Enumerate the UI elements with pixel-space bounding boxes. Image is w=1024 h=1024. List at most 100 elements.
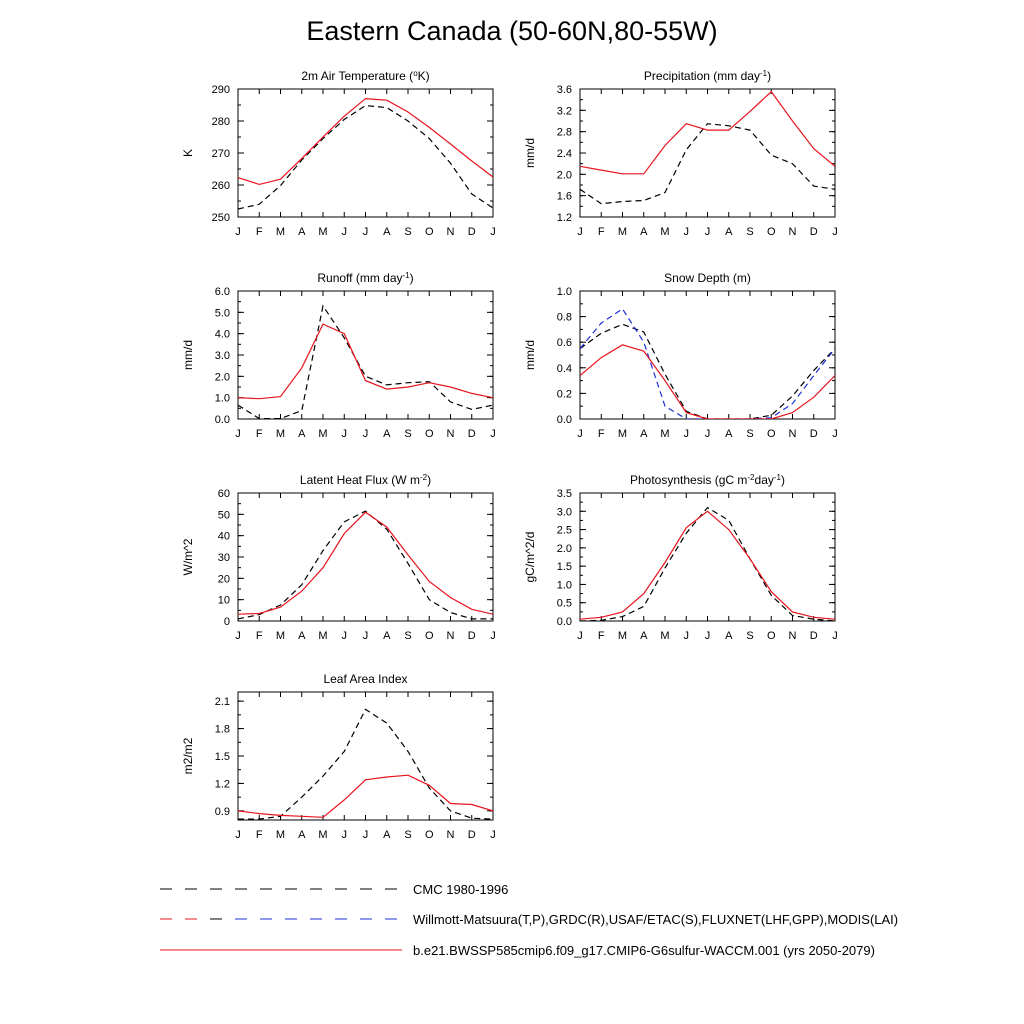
x-tick-label: J [363, 226, 369, 238]
x-tick-label: A [298, 829, 306, 841]
panel-title: Runoff (mm day-1) [317, 271, 413, 286]
x-tick-label: A [383, 428, 391, 440]
x-tick-label: N [447, 829, 455, 841]
series-line-dashed-blue [580, 308, 835, 419]
series-line-solid-red [580, 510, 835, 620]
x-tick-label: A [725, 428, 733, 440]
y-axis-label: K [181, 149, 195, 157]
x-tick-label: O [425, 226, 434, 238]
x-tick-label: S [404, 829, 411, 841]
y-tick-label: 3.0 [215, 350, 230, 362]
y-tick-label: 1.0 [557, 286, 572, 298]
x-tick-label: N [789, 226, 797, 238]
x-tick-label: J [490, 226, 496, 238]
x-tick-label: J [342, 630, 348, 642]
x-tick-label: M [276, 630, 285, 642]
x-tick-label: F [256, 428, 263, 440]
x-tick-label: S [404, 428, 411, 440]
x-tick-label: F [598, 226, 605, 238]
x-tick-label: J [577, 630, 583, 642]
y-axis-label: gC/m^2/d [523, 532, 537, 583]
x-tick-label: A [383, 226, 391, 238]
plot-frame [579, 492, 836, 622]
series-line-dashed-black [580, 506, 835, 621]
x-tick-label: M [318, 428, 327, 440]
x-tick-label: S [746, 226, 753, 238]
x-tick-label: J [235, 428, 241, 440]
x-tick-label: D [810, 226, 818, 238]
y-tick-label: 290 [212, 84, 230, 96]
x-tick-label: F [256, 226, 263, 238]
x-tick-label: J [490, 630, 496, 642]
x-tick-label: A [725, 226, 733, 238]
y-tick-label: 0.9 [215, 806, 230, 818]
y-tick-label: 1.2 [557, 212, 572, 224]
x-tick-label: F [256, 630, 263, 642]
x-tick-label: J [363, 428, 369, 440]
y-tick-label: 0.4 [557, 363, 572, 375]
panel-6: J F M A M J J A S O N D J0.00.51.01.52.02.53.03.5gC/… [523, 473, 838, 643]
y-tick-label: 0.0 [557, 414, 572, 426]
x-tick-label: F [598, 428, 605, 440]
x-tick-label: D [810, 630, 818, 642]
y-axis-label: m2/m2 [181, 737, 195, 774]
y-tick-label: 20 [218, 573, 230, 585]
y-tick-label: 1.5 [557, 561, 572, 573]
x-tick-label: M [618, 226, 627, 238]
plot-frame [237, 691, 494, 821]
y-tick-label: 260 [212, 180, 230, 192]
x-tick-label: A [640, 226, 648, 238]
x-tick-label: S [404, 630, 411, 642]
x-tick-label: J [363, 630, 369, 642]
page-title: Eastern Canada (50-60N,80-55W) [306, 16, 718, 46]
x-tick-label: O [767, 630, 776, 642]
panel-title: Latent Heat Flux (W m-2) [300, 473, 431, 488]
x-tick-label: J [705, 630, 711, 642]
panel-2: J F M A M J J A S O N D J1.21.62.02.42.83.23.6mm/dPr… [523, 69, 838, 239]
series-line-dashed-black [580, 123, 835, 205]
y-tick-label: 1.5 [215, 751, 230, 763]
y-axis-label: mm/d [181, 340, 195, 370]
y-tick-label: 2.0 [557, 543, 572, 555]
x-tick-label: J [342, 829, 348, 841]
x-tick-label: A [640, 630, 648, 642]
y-tick-label: 1.6 [557, 191, 572, 203]
x-tick-label: A [298, 226, 306, 238]
y-tick-label: 2.4 [557, 148, 572, 160]
x-tick-label: J [490, 428, 496, 440]
y-tick-label: 0.5 [557, 598, 572, 610]
series-line-dashed-black [238, 104, 493, 210]
plot-frame [237, 88, 494, 218]
x-tick-label: M [318, 829, 327, 841]
y-tick-label: 0.6 [557, 337, 572, 349]
series-line-solid-red [580, 90, 835, 175]
panel-title: Precipitation (mm day-1) [644, 69, 771, 84]
plot-frame [579, 88, 836, 218]
plot-frame [579, 290, 836, 420]
x-tick-label: M [276, 226, 285, 238]
x-tick-label: D [468, 428, 476, 440]
x-tick-label: J [684, 630, 690, 642]
y-tick-label: 2.5 [557, 525, 572, 537]
panel-title: 2m Air Temperature (oK) [301, 69, 429, 84]
y-tick-label: 250 [212, 212, 230, 224]
y-tick-label: 60 [218, 488, 230, 500]
y-tick-label: 3.6 [557, 84, 572, 96]
y-tick-label: 50 [218, 509, 230, 521]
x-tick-label: M [276, 428, 285, 440]
series-line-solid-red [580, 344, 835, 419]
x-tick-label: J [577, 226, 583, 238]
y-tick-label: 40 [218, 531, 230, 543]
y-axis-label: mm/d [523, 138, 537, 168]
x-tick-label: A [725, 630, 733, 642]
x-tick-label: N [789, 630, 797, 642]
y-tick-label: 0.0 [215, 414, 230, 426]
panel-3: J F M A M J J A S O N D J0.01.02.03.04.05.06.0mm/dRu… [181, 271, 496, 441]
y-tick-label: 0 [224, 616, 230, 628]
y-tick-label: 3.0 [557, 506, 572, 518]
y-tick-label: 1.8 [215, 724, 230, 736]
x-tick-label: J [235, 829, 241, 841]
x-tick-label: A [298, 630, 306, 642]
x-tick-label: O [425, 829, 434, 841]
x-tick-label: N [447, 226, 455, 238]
